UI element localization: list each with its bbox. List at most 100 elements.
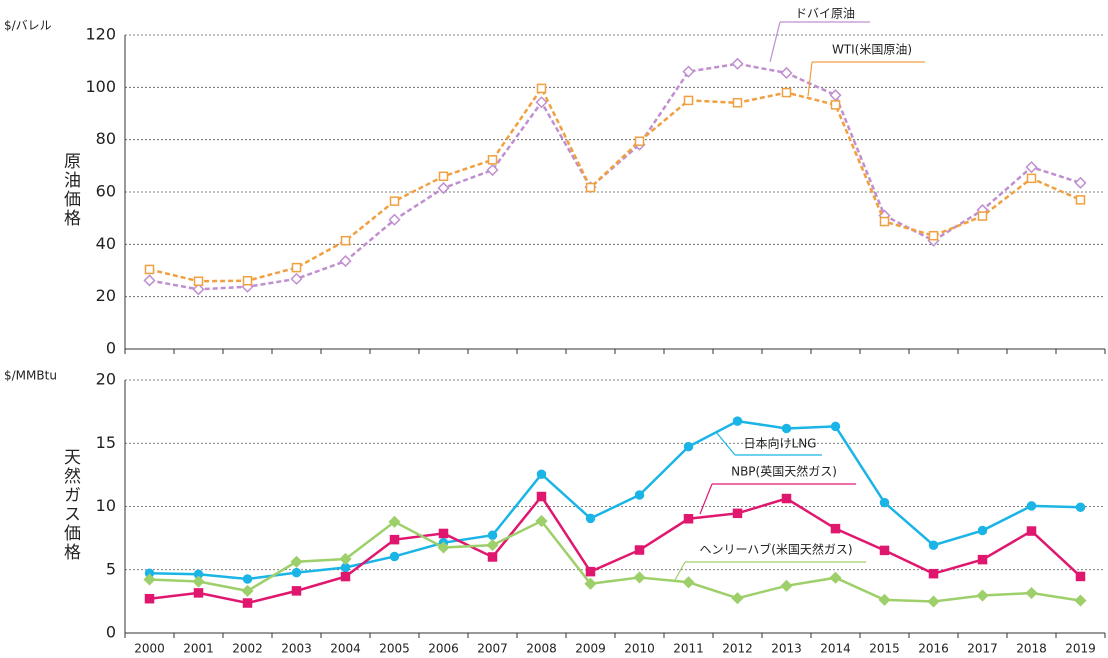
y-tick-label: 60 [96,182,116,201]
x-tick-label: 2017 [967,642,998,656]
x-tick-label: 2001 [183,642,214,656]
x-tick-label: 2014 [820,642,851,656]
marker [829,571,842,584]
x-tick-label: 2019 [1065,642,1096,656]
marker [732,98,743,108]
y-tick-label: 80 [96,129,116,148]
y-tick-label: 20 [96,370,116,389]
series-line [149,85,1082,283]
marker [879,497,890,508]
marker [389,196,400,206]
marker [732,416,743,426]
marker [536,469,547,479]
unit-label: $/バレル [4,19,52,33]
marker [241,584,254,597]
marker [585,513,596,524]
marker [1026,501,1037,511]
marker [536,83,547,94]
marker [634,136,645,146]
y-axis-label: 原油価格 [60,152,81,228]
marker [927,595,940,608]
marker [291,586,302,596]
x-tick-label: 2009 [575,642,606,656]
y-tick-label: 100 [85,77,116,96]
marker [388,213,401,226]
legend-label: ヘンリーハブ(米国天然ガス) [699,542,852,557]
y-tick-label: 15 [96,433,116,452]
marker [830,421,841,432]
marker [1025,586,1038,600]
marker [144,264,155,275]
marker [585,566,596,577]
marker [977,211,988,221]
marker [536,491,547,502]
x-tick-label: 2002 [232,642,263,656]
x-tick-label: 2011 [673,642,704,656]
marker [339,255,352,268]
y-tick-label: 0 [106,623,116,642]
marker [977,554,988,565]
marker [242,275,253,286]
x-tick-label: 2007 [477,642,508,656]
marker [339,552,352,566]
x-tick-label: 2008 [526,642,557,656]
marker [438,171,449,182]
x-tick-label: 2012 [722,642,753,656]
x-tick-label: 2005 [379,642,410,656]
marker [829,89,842,102]
marker [585,182,596,193]
marker [1026,173,1037,184]
series-line [149,62,1081,291]
marker [977,525,988,536]
marker [486,163,499,177]
marker [291,567,302,578]
marker [143,573,156,586]
marker [437,182,450,195]
x-tick-label: 2000 [134,642,165,656]
series-line [149,419,1081,581]
marker [780,579,793,592]
series-line [149,519,1081,603]
x-tick-label: 2003 [281,642,312,656]
marker [192,283,205,296]
marker [928,568,939,579]
marker [193,276,204,286]
marker [1074,176,1087,189]
legend-label: WTI(米国原油) [832,43,912,57]
marker [584,577,597,590]
series-line [149,494,1082,605]
marker [781,87,792,98]
marker [487,530,498,540]
marker [928,230,939,241]
marker [1025,161,1038,174]
marker [634,545,645,555]
legend-label: 日本向けLNG [744,436,817,451]
marker [192,575,205,588]
marker [389,551,400,562]
marker [1074,594,1087,607]
marker [683,95,694,106]
marker [731,57,744,70]
x-tick-label: 2006 [428,642,459,656]
x-tick-label: 2015 [869,642,900,656]
marker [290,555,303,568]
legend-leader [674,561,686,581]
marker [290,272,303,285]
x-tick-label: 2013 [771,642,802,656]
marker [633,571,646,584]
marker [389,534,400,545]
marker [535,514,548,528]
marker [879,545,890,556]
marker [878,593,891,606]
y-tick-label: 20 [96,286,116,305]
marker [830,100,841,110]
y-axis-label: 天然ガス価格 [60,448,81,562]
legend-leader [769,21,781,63]
legend-leader [807,61,813,97]
unit-label: $/MMBtu [4,369,57,383]
marker [682,65,695,78]
marker [438,528,449,539]
marker [634,490,645,500]
legend-leader [715,431,736,456]
marker [487,155,498,165]
